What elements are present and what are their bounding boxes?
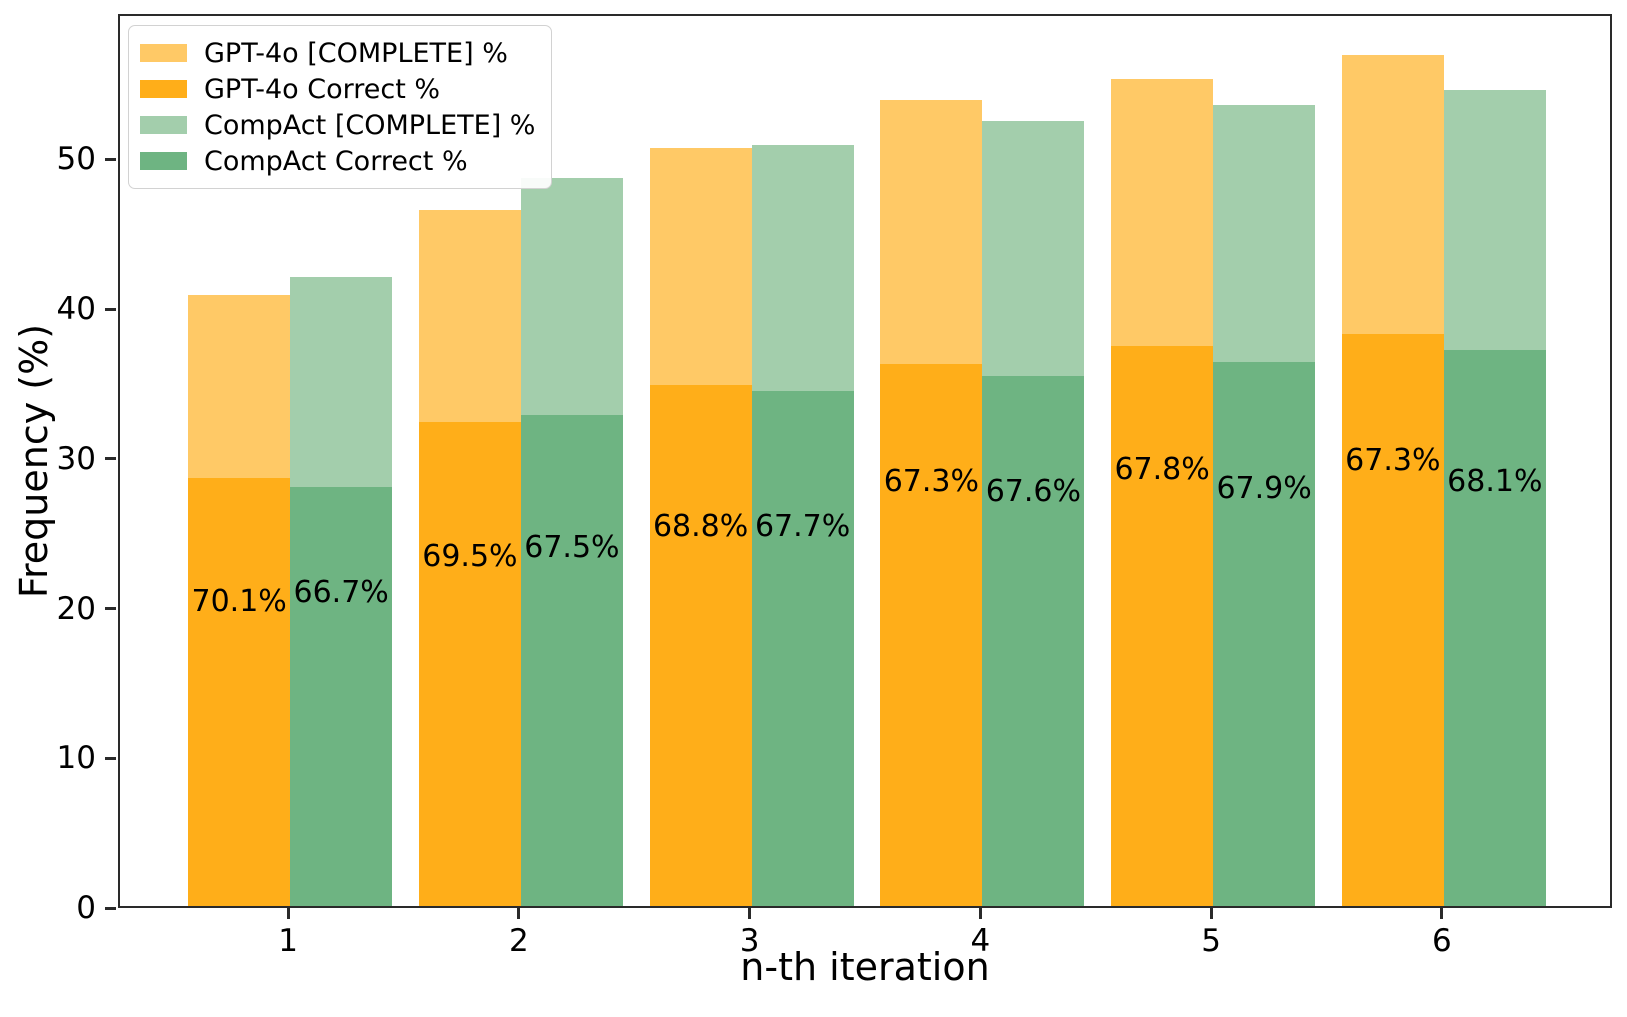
bar-ratio-label-compact-iter1: 66.7% [293,574,389,610]
y-tick-label-40: 40 [56,291,96,327]
plot-area: 70.1% 66.7% 69.5% 67.5% 68.8% 67.7% 67.3% 67.6%… [118,14,1612,908]
bar-compact-front-iter5 [1213,362,1316,906]
y-tick-mark-10 [105,756,116,760]
bar-gpt4o-front-iter3 [649,384,752,906]
bar-compact-front-iter4 [982,375,1085,906]
x-tick-label-2: 2 [509,923,529,959]
legend-label: CompAct [COMPLETE] % [204,109,536,141]
x-tick-mark-4 [978,908,982,919]
bar-ratio-label-gpt4o-iter1: 70.1% [191,583,287,619]
bar-ratio-label-compact-iter2: 67.5% [524,529,620,565]
legend-label: CompAct Correct % [204,145,468,177]
legend-item-1: GPT-4o Correct % [140,71,535,107]
bar-compact-front-iter1 [290,486,393,906]
bar-compact-front-iter6 [1443,350,1546,906]
bar-ratio-label-gpt4o-iter5: 67.8% [1114,451,1210,487]
y-tick-mark-50 [105,157,116,161]
legend-item-2: CompAct [COMPLETE] % [140,107,535,143]
y-tick-label-30: 30 [56,440,96,477]
bar-compact-front-iter3 [751,390,854,906]
x-tick-label-4: 4 [970,923,991,959]
legend-swatch-icon [140,152,187,170]
legend-swatch-icon [140,80,187,98]
legend-swatch-icon [140,116,187,134]
x-tick-label-5: 5 [1201,923,1221,959]
y-tick-label-10: 10 [56,740,96,777]
y-tick-mark-20 [105,607,116,610]
x-tick-mark-5 [1209,908,1213,919]
x-tick-mark-3 [748,908,752,919]
bar-ratio-label-gpt4o-iter6: 67.3% [1345,442,1441,478]
bar-gpt4o-front-iter4 [880,363,983,906]
bar-ratio-label-gpt4o-iter2: 69.5% [422,538,518,574]
legend-label: GPT-4o [COMPLETE] % [204,37,508,69]
x-tick-mark-6 [1440,908,1444,919]
bar-ratio-label-gpt4o-iter3: 68.8% [652,508,749,544]
bar-gpt4o-front-iter6 [1341,333,1444,906]
legend-item-0: GPT-4o [COMPLETE] % [140,35,535,71]
y-tick-label-50: 50 [56,141,96,178]
x-tick-label-6: 6 [1431,923,1452,959]
y-tick-mark-0 [105,906,116,910]
bar-ratio-label-compact-iter4: 67.6% [985,474,1082,510]
x-tick-label-3: 3 [739,923,760,959]
y-tick-mark-40 [105,307,116,311]
bar-gpt4o-front-iter2 [418,422,521,906]
bar-ratio-label-compact-iter3: 67.7% [754,508,851,544]
legend-label: GPT-4o Correct % [204,73,441,105]
x-axis-label: n-th iteration [740,945,990,989]
y-tick-label-20: 20 [56,590,96,627]
bar-compact-front-iter2 [520,414,623,906]
x-tick-label-1: 1 [278,923,299,959]
legend-item-3: CompAct Correct % [140,143,535,179]
bar-gpt4o-front-iter5 [1111,345,1214,906]
bar-ratio-label-gpt4o-iter4: 67.3% [883,463,980,499]
x-tick-mark-2 [517,908,521,919]
y-tick-label-0: 0 [76,890,96,926]
bar-gpt4o-front-iter1 [188,477,291,906]
bar-ratio-label-compact-iter6: 68.1% [1447,463,1543,499]
legend: GPT-4o [COMPLETE] % GPT-4o Correct % CompA… [128,25,553,189]
x-tick-mark-1 [286,908,290,919]
y-tick-mark-30 [105,457,116,461]
bar-ratio-label-compact-iter5: 67.9% [1216,471,1312,507]
legend-swatch-icon [140,44,187,62]
